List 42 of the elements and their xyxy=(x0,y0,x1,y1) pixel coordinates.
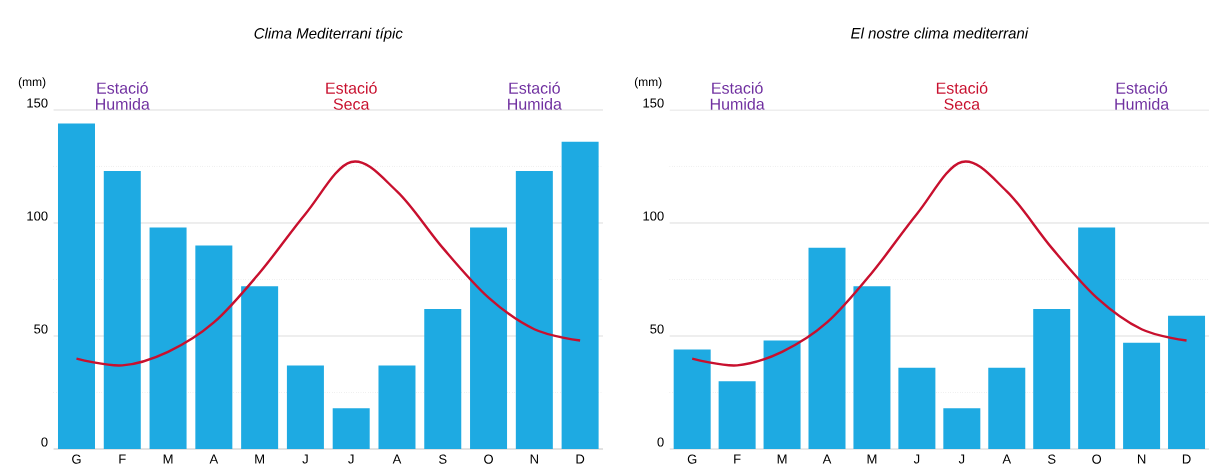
x-tick-label: M xyxy=(867,454,877,464)
x-tick-label: A xyxy=(209,454,219,464)
x-tick-label: N xyxy=(530,454,538,464)
x-tick-label: N xyxy=(1137,454,1146,464)
text: Estació Seca xyxy=(326,81,377,110)
x-tick-label: S xyxy=(1047,454,1056,464)
y-tick-label: 150 xyxy=(643,98,664,108)
x-tick-label: G xyxy=(72,454,81,464)
y-tick-label: 0 xyxy=(41,437,48,447)
x-tick-label: M xyxy=(777,454,787,464)
y-tick-label: 50 xyxy=(34,324,48,334)
text: Estació Humida xyxy=(508,81,562,110)
x-tick-label: O xyxy=(484,454,493,464)
x-tick-label: A xyxy=(392,454,402,464)
x-tick-label: J xyxy=(348,454,354,464)
x-tick-label: M xyxy=(255,454,264,464)
x-tick-label: F xyxy=(119,454,126,464)
x-tick-label: J xyxy=(913,454,920,464)
x-tick-label: M xyxy=(163,454,173,464)
x-tick-label: G xyxy=(687,454,697,464)
y-axis-title: (mm) xyxy=(18,77,46,89)
x-tick-label: D xyxy=(576,454,585,464)
y-tick-label: 100 xyxy=(27,211,48,221)
text: Estació Humida xyxy=(96,81,150,110)
text: Estació Humida xyxy=(1115,81,1170,110)
chart-title: Clima Mediterrani típic xyxy=(254,27,403,42)
x-tick-label: J xyxy=(958,454,965,464)
x-tick-label: A xyxy=(1002,454,1012,464)
y-tick-label: 150 xyxy=(27,98,48,108)
y-tick-label: 100 xyxy=(643,211,664,221)
x-tick-label: D xyxy=(1182,454,1191,464)
x-tick-label: A xyxy=(822,454,832,464)
x-tick-label: J xyxy=(302,454,308,464)
x-tick-label: O xyxy=(1092,454,1102,464)
text: Estació Seca xyxy=(936,81,988,110)
y-tick-label: 0 xyxy=(657,437,664,447)
chart-title: El nostre clima mediterrani xyxy=(851,27,1029,39)
text: Estació Humida xyxy=(710,81,765,110)
y-axis-title: (mm) xyxy=(634,77,662,89)
x-tick-label: S xyxy=(439,454,447,464)
x-tick-label: F xyxy=(734,454,741,464)
y-tick-label: 50 xyxy=(650,324,664,334)
